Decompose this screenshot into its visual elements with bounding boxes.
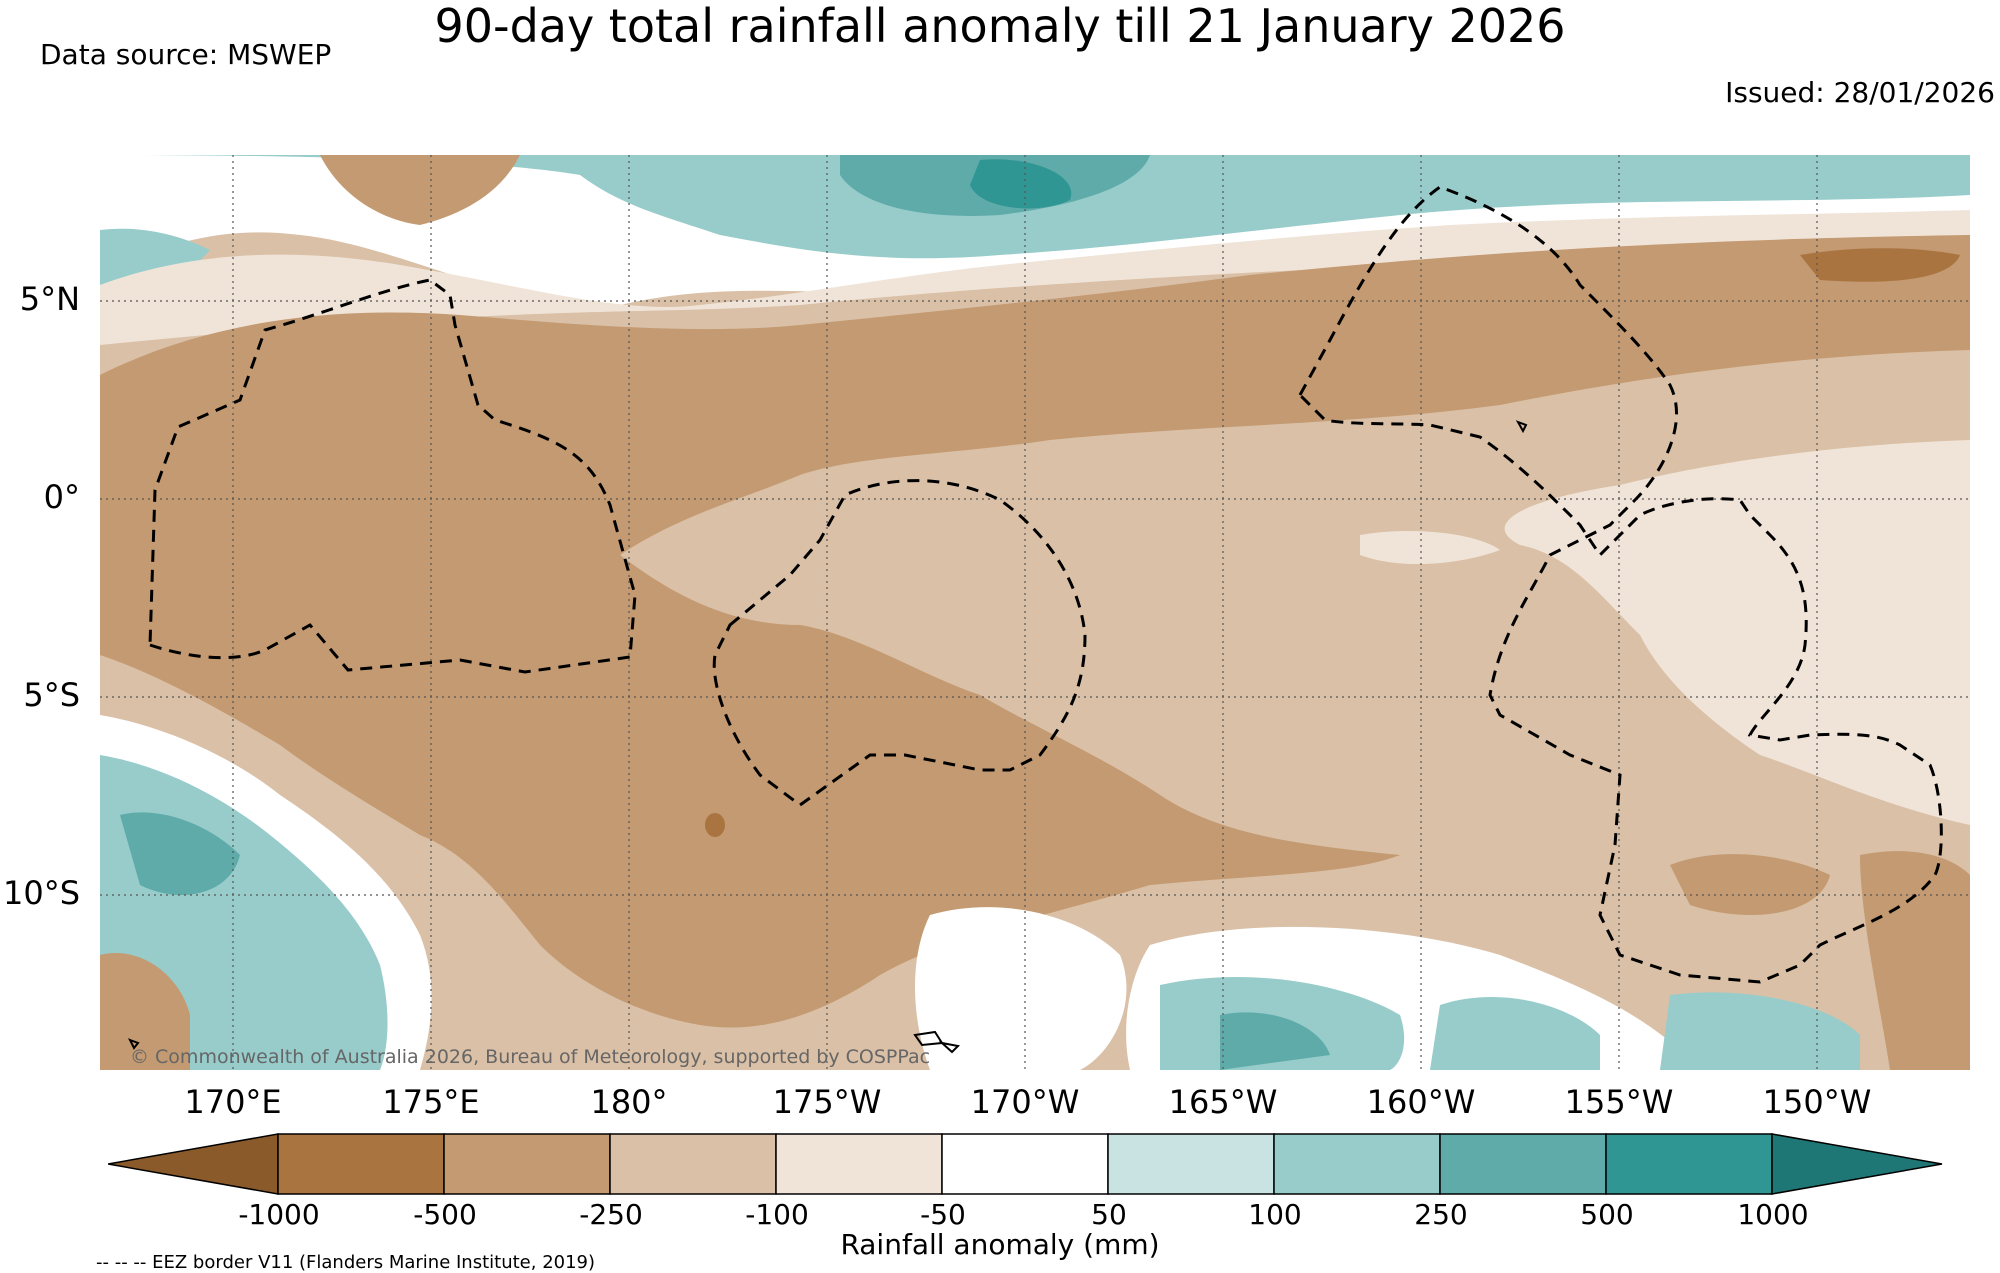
colorbar-segment	[609, 1133, 777, 1195]
anomaly-spot-light-dry	[1360, 530, 1500, 565]
anomaly-region-north-light-dry	[100, 210, 1970, 345]
lon-label: 160°W	[1366, 1083, 1476, 1121]
colorbar-title: Rainfall anomaly (mm)	[840, 1228, 1160, 1261]
lat-label: 5°N	[19, 280, 80, 318]
colorbar-segment	[775, 1133, 943, 1195]
lon-label: 155°W	[1564, 1083, 1674, 1121]
rainfall-anomaly-map	[100, 155, 1970, 1070]
anomaly-region-north-dry-patch	[320, 155, 520, 225]
lon-label: 175°W	[772, 1083, 882, 1121]
eez-border-tokelau	[712, 479, 1087, 807]
colorbar-segment	[941, 1133, 1109, 1195]
eez-legend-note: -- -- -- EEZ border V11 (Flanders Marine…	[96, 1252, 596, 1273]
anomaly-region-sw-wetter	[120, 812, 240, 895]
anomaly-region-north-wettest	[970, 159, 1072, 209]
eez-border-cook-islands-line	[1298, 185, 1943, 984]
island-outlines	[127, 420, 1528, 1054]
lat-label: 0°	[43, 478, 80, 516]
colorbar-tick-label: -1000	[238, 1198, 320, 1231]
colorbar-tick-label: 100	[1248, 1198, 1302, 1231]
colorbar-tick-label: -50	[920, 1198, 966, 1231]
island-outline	[1515, 420, 1528, 434]
anomaly-region-south-neutral	[915, 907, 1127, 1070]
lon-label: 170°W	[970, 1083, 1080, 1121]
anomaly-region-south-wetter	[1220, 1012, 1330, 1070]
colorbar-segment	[1273, 1133, 1441, 1195]
graticule	[100, 155, 1970, 1070]
map-title: 90-day total rainfall anomaly till 21 Ja…	[434, 0, 1566, 53]
colorbar-extension-high	[1771, 1133, 1943, 1195]
anomaly-region-se-dry	[1670, 854, 1830, 915]
island-outline	[127, 1038, 140, 1050]
colorbar-extension-low	[108, 1133, 279, 1195]
anomaly-region-south-wet-2	[1430, 996, 1600, 1070]
map-canvas	[100, 155, 1970, 1070]
colorbar-segment	[1107, 1133, 1275, 1195]
lat-label: 10°S	[2, 874, 80, 912]
anomaly-region-central-dry	[100, 235, 1970, 1028]
anomaly-region-east-light-dry	[1504, 440, 1970, 825]
colorbar-segment	[1605, 1133, 1773, 1195]
lat-label: 5°S	[23, 676, 80, 714]
lon-label: 175°E	[382, 1083, 480, 1121]
colorbar-tick-label: 50	[1091, 1198, 1127, 1231]
colorbar-tick-label: 250	[1414, 1198, 1468, 1231]
anomaly-spot-very-dry	[705, 813, 725, 837]
anomaly-region-east-dry	[1860, 851, 1970, 1070]
data-source-label: Data source: MSWEP	[40, 38, 332, 71]
anomaly-region-sw-dry	[100, 953, 190, 1070]
colorbar-tick-label: -100	[745, 1198, 809, 1231]
colorbar	[108, 1133, 1943, 1195]
lon-label: 150°W	[1762, 1083, 1872, 1121]
lon-label: 180°	[590, 1083, 668, 1121]
colorbar-tick-label: 500	[1580, 1198, 1634, 1231]
colorbar-tick-label: -500	[413, 1198, 477, 1231]
anomaly-region-se-wet	[1660, 992, 1860, 1070]
colorbar-tick-label: -250	[579, 1198, 643, 1231]
island-outline	[938, 1041, 961, 1054]
eez-borders	[148, 185, 1943, 984]
issued-date: Issued: 28/01/2026	[1725, 76, 1995, 109]
colorbar-segment	[277, 1133, 445, 1195]
colorbar-segment	[1439, 1133, 1607, 1195]
lon-label: 165°W	[1168, 1083, 1278, 1121]
colorbar-segment	[443, 1133, 611, 1195]
anomaly-region-ne-very-dry	[1800, 248, 1960, 282]
lon-label: 170°E	[184, 1083, 282, 1121]
colorbar-tick-label: 1000	[1737, 1198, 1809, 1231]
copyright-notice: © Commonwealth of Australia 2026, Bureau…	[130, 1046, 931, 1068]
eez-border-tuvalu-kiribati	[148, 278, 637, 674]
